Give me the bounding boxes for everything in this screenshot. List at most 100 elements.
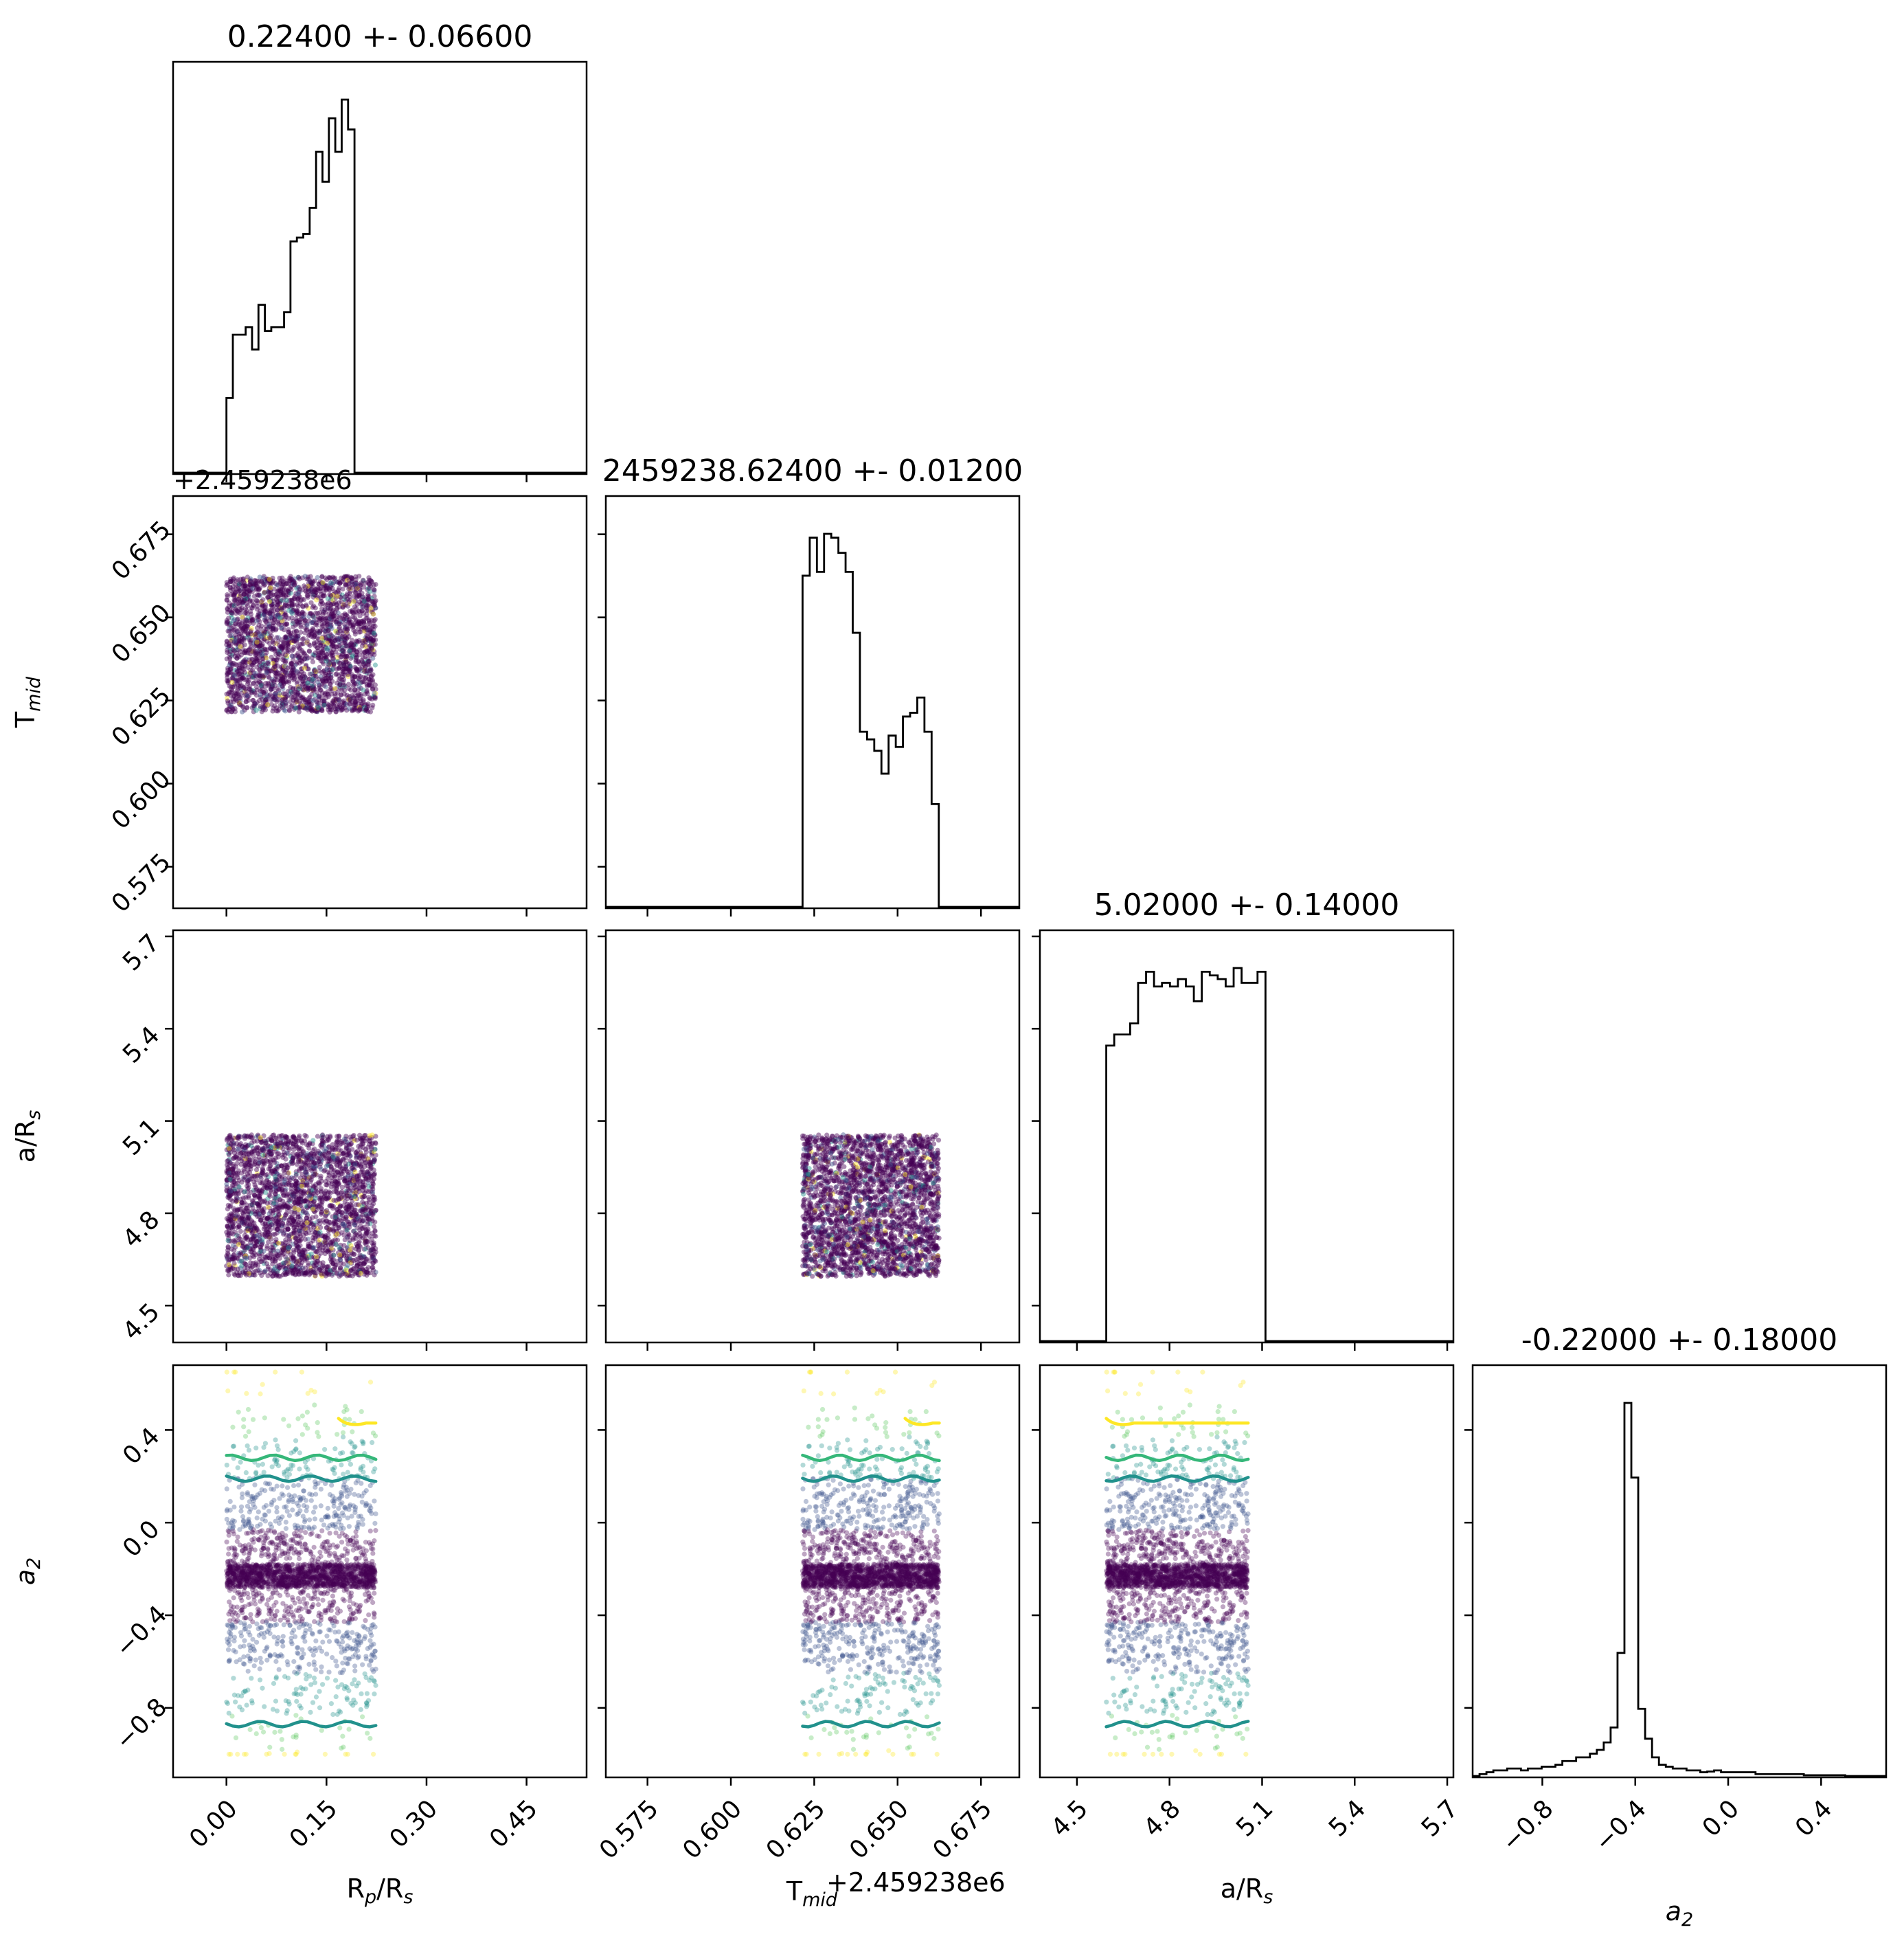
scatter-point [306,648,312,654]
scatter-point [369,1203,375,1209]
scatter-point [302,1132,308,1138]
scatter-point [330,661,337,666]
scatter-point [319,706,325,712]
scatter-point [297,705,303,710]
scatter-point [284,649,290,654]
scatter-point [365,603,370,609]
scatter-point [297,647,303,652]
scatter-point [366,658,372,664]
scatter-point [319,1145,325,1150]
scatter-point [273,664,278,669]
scatter-point [236,671,241,677]
scatter-point [275,639,281,644]
scatter-point [363,706,369,712]
scatter-point [350,614,356,620]
scatter-point [288,630,294,636]
scatter-point [312,697,317,702]
scatter-point [242,693,247,698]
scatter-point [356,647,362,653]
scatter-point [228,1230,234,1236]
axes-frame-3-2 [1039,1364,1455,1779]
scatter-point [247,620,252,627]
scatter-point [291,676,297,682]
scatter-point [365,651,370,656]
scatter-point [293,1260,299,1266]
scatter-point [245,681,251,687]
scatter-point [283,658,288,664]
scatter-point [364,607,370,613]
scatter-point [267,599,272,605]
scatter-point [253,693,260,698]
scatter-point [348,597,353,603]
scatter-point [276,651,282,657]
scatter-point [238,652,245,657]
scatter-point [364,627,370,633]
scatter-point [307,671,313,677]
scatter-point [242,624,247,629]
scatter-point [271,679,277,685]
scatter-point [256,1154,262,1160]
scatter-point [267,646,273,651]
scatter-point [352,631,358,637]
scatter-point [225,690,231,697]
scatter-point [286,677,292,684]
scatter-point [275,708,281,714]
scatter-point [330,614,336,620]
scatter-point [347,1153,353,1158]
scatter-point [328,611,334,617]
scatter-point [269,686,274,692]
scatter-point [302,665,308,671]
scatter-point [332,706,338,712]
scatter-point [302,656,307,662]
scatter-point [325,689,330,695]
scatter-point [329,617,335,622]
scatter-point [326,638,332,643]
scatter-point [264,638,270,644]
scatter-point [319,640,324,645]
scatter-point [341,671,346,677]
scatter-point [361,1261,367,1266]
scatter-point [254,687,260,693]
scatter-point [228,693,234,698]
scatter-point [359,679,365,685]
scatter-point [225,607,230,612]
scatter-point [239,634,245,640]
histogram-a2 [1473,1402,1887,1777]
scatter-point [366,581,372,587]
scatter-point [236,1273,242,1279]
scatter-point [326,676,332,682]
scatter-point [280,1155,286,1160]
scatter-point [346,599,352,605]
scatter-point [271,616,277,622]
scatter-point [295,660,300,665]
axes-frame-3-0 [172,1364,588,1779]
scatter-point [345,666,350,671]
axes-frame-0-0 [172,60,588,475]
scatter-point [233,1199,239,1204]
scatter-point [342,635,348,640]
scatter-point [225,1223,230,1229]
scatter-point [322,616,328,622]
scatter-point [308,574,313,579]
scatter-point [341,646,347,651]
scatter-point [298,1262,304,1268]
scatter-point [357,1217,363,1224]
scatter-point [284,655,290,660]
scatter-point [350,582,355,587]
scatter-point [281,655,286,660]
scatter-point [258,608,263,614]
scatter-point [240,683,245,688]
scatter-point [244,601,249,607]
scatter-point [254,598,260,604]
scatter-point [345,672,351,677]
scatter-point [289,703,295,708]
scatter-point [302,1237,308,1242]
scatter-point [298,622,304,628]
scatter-point [258,1249,263,1255]
scatter-point [326,692,331,697]
scatter-point [326,694,332,699]
scatter-point [238,702,243,708]
scatter-point [250,681,256,686]
scatter-point [258,681,264,686]
scatter-point [326,611,332,616]
